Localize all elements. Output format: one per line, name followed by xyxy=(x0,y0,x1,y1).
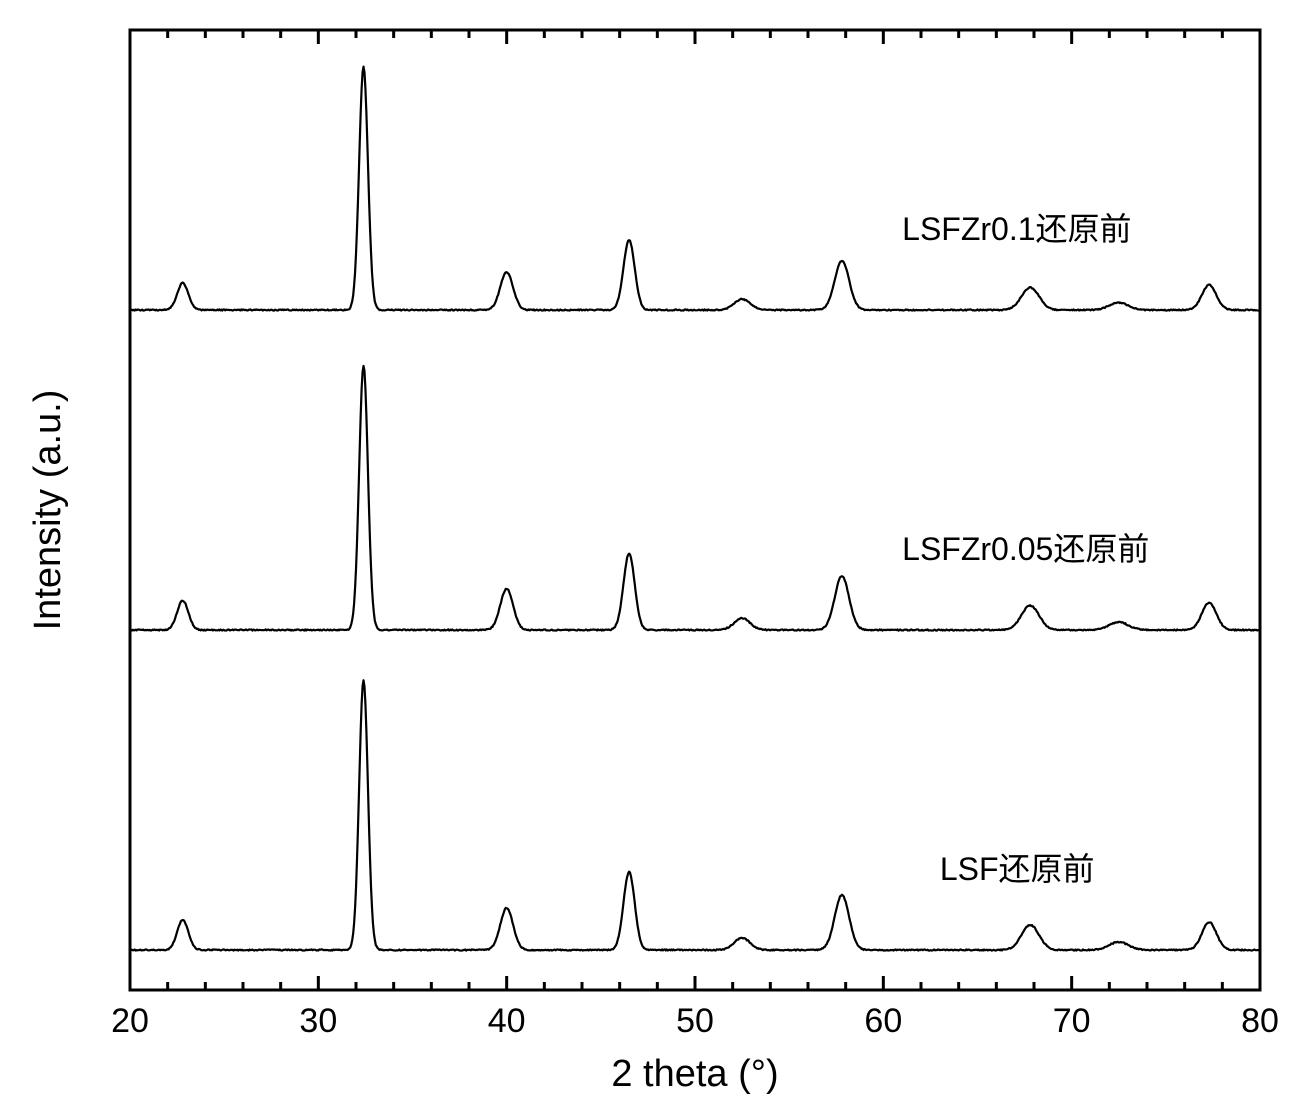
xrd-chart: 20 30 40 50 60 70 80 2 theta (°) Intensity (a.u.… xyxy=(0,0,1299,1103)
x-tick-label: 50 xyxy=(676,1002,714,1040)
y-axis-label: Intensity (a.u.) xyxy=(27,390,69,631)
x-tick-label: 70 xyxy=(1053,1002,1091,1040)
series-label: LSFZr0.1还原前 xyxy=(902,211,1131,247)
x-tick-label: 30 xyxy=(299,1002,337,1040)
x-axis-label: 2 theta (°) xyxy=(611,1053,778,1095)
x-tick-label: 60 xyxy=(864,1002,902,1040)
x-tick-label: 80 xyxy=(1241,1002,1279,1040)
x-tick-label: 40 xyxy=(488,1002,526,1040)
chart-svg: 20 30 40 50 60 70 80 2 theta (°) Intensity (a.u.… xyxy=(0,0,1299,1103)
series-label: LSF还原前 xyxy=(940,851,1095,887)
x-tick-label: 20 xyxy=(111,1002,149,1040)
series-label: LSFZr0.05还原前 xyxy=(902,531,1149,567)
